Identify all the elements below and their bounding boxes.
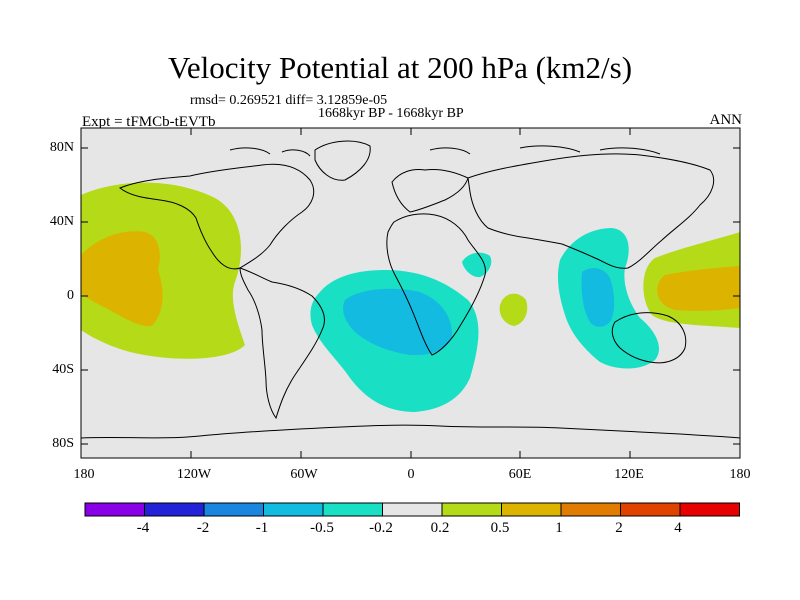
colorbar-label: -1 bbox=[255, 520, 269, 536]
colorbar-swatch bbox=[203, 502, 264, 517]
coast-greenland bbox=[314, 140, 371, 181]
coast-arctic-islands bbox=[229, 145, 661, 157]
colorbar-swatch bbox=[620, 502, 681, 517]
colorbar-swatch bbox=[263, 502, 324, 517]
colorbar-swatch bbox=[441, 502, 502, 517]
period-line: 1668kyr BP - 1668kyr BP bbox=[318, 106, 464, 121]
colorbar-swatch bbox=[144, 502, 205, 517]
colorbar-label: 2 bbox=[615, 520, 623, 536]
colorbar-swatch bbox=[501, 502, 562, 517]
lat-label-eq: 0 bbox=[67, 288, 74, 303]
colorbar-label: -0.2 bbox=[369, 520, 393, 536]
lon-label-180w: 180 bbox=[73, 467, 95, 482]
colorbar-label: -2 bbox=[196, 520, 210, 536]
colorbar-swatch bbox=[560, 502, 621, 517]
strong-negative-indian-ocean bbox=[581, 268, 615, 327]
lon-label-60w: 60W bbox=[290, 467, 318, 482]
strong-positive-east-pacific bbox=[81, 231, 163, 327]
coast-australia bbox=[611, 312, 687, 364]
colorbar-label: 0.5 bbox=[490, 520, 510, 536]
stats-line: rmsd= 0.269521 diff= 3.12859e-05 bbox=[190, 93, 388, 108]
colorbar-swatch bbox=[84, 502, 145, 517]
colorbar-label: 0.2 bbox=[430, 520, 450, 536]
positive-patch-indian-ocean bbox=[499, 293, 528, 326]
colorbar-swatch bbox=[382, 502, 443, 517]
colorbar-swatch bbox=[322, 502, 383, 517]
map-ticks bbox=[81, 128, 740, 458]
coast-asia bbox=[467, 153, 715, 269]
lat-label-40n: 40N bbox=[49, 214, 74, 229]
contour-fill-layer bbox=[81, 140, 740, 439]
coast-europe bbox=[391, 169, 469, 213]
season-label: ANN bbox=[709, 112, 743, 128]
lat-label-80n: 80N bbox=[49, 140, 74, 155]
map-title: Velocity Potential at 200 hPa (km2/s) bbox=[167, 50, 633, 85]
lon-label-120w: 120W bbox=[176, 467, 212, 482]
negative-patch-east-africa bbox=[462, 252, 492, 278]
lat-label-80s: 80S bbox=[52, 436, 74, 451]
colorbar-label: -4 bbox=[136, 520, 150, 536]
strong-negative-atlantic bbox=[343, 288, 452, 356]
colorbar-label: -0.5 bbox=[310, 520, 334, 536]
colorbar bbox=[84, 502, 740, 517]
strong-positive-west-pacific bbox=[657, 266, 740, 311]
coast-antarctica bbox=[81, 424, 740, 439]
colorbar-label: 1 bbox=[555, 520, 563, 536]
lon-label-0: 0 bbox=[407, 467, 415, 482]
coast-north-america bbox=[119, 163, 315, 270]
coast-africa bbox=[386, 213, 486, 356]
lon-label-120e: 120E bbox=[614, 467, 644, 482]
lon-label-180e: 180 bbox=[729, 467, 751, 482]
coastlines bbox=[81, 140, 740, 439]
coast-south-america bbox=[239, 267, 325, 420]
lat-label-40s: 40S bbox=[52, 362, 74, 377]
experiment-label: Expt = tFMCb-tEVTb bbox=[82, 114, 216, 130]
colorbar-label: 4 bbox=[674, 520, 682, 536]
colorbar-swatch bbox=[679, 502, 740, 517]
lon-label-60e: 60E bbox=[508, 467, 532, 482]
